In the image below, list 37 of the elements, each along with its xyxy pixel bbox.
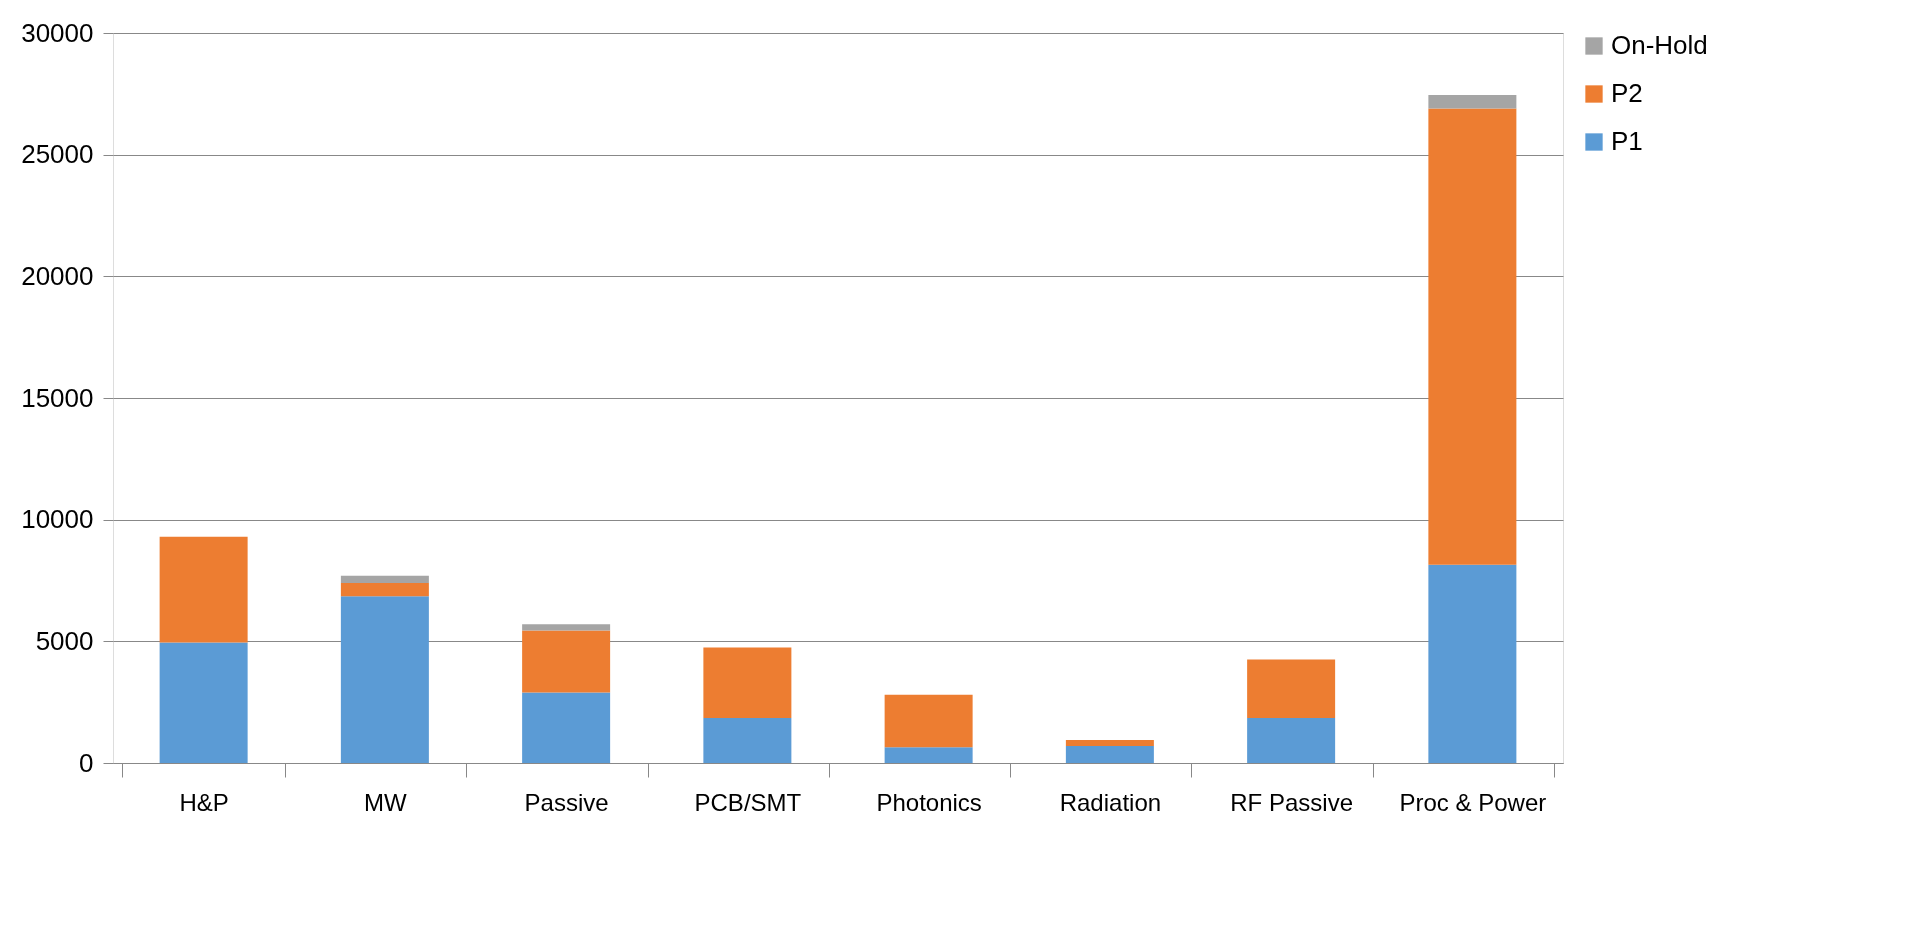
bar	[340, 582, 429, 597]
bar	[884, 747, 973, 763]
x-tick-label: Proc & Power	[1399, 788, 1547, 816]
bar	[522, 692, 611, 763]
x-tick-label: RF Passive	[1230, 788, 1353, 816]
bar	[1065, 745, 1154, 763]
x-tick-label: PCB/SMT	[694, 788, 802, 816]
y-tick-label: 0	[79, 747, 94, 778]
bar	[159, 642, 248, 763]
y-tick-label: 10000	[21, 504, 94, 535]
bar	[340, 596, 429, 763]
y-tick-label: 5000	[35, 625, 94, 656]
x-tick-label: H&P	[179, 788, 229, 816]
bar	[1065, 739, 1154, 746]
legend-label: P2	[1611, 78, 1643, 108]
y-tick-label: 25000	[21, 139, 94, 170]
x-tick-label: MW	[364, 788, 408, 816]
bar	[522, 630, 611, 693]
y-tick-label: 15000	[21, 382, 94, 413]
x-tick-label: Passive	[524, 788, 609, 816]
bar	[159, 536, 248, 643]
bar	[1428, 564, 1517, 763]
bar	[1247, 717, 1336, 763]
legend-label: P1	[1611, 126, 1643, 156]
bar	[703, 717, 792, 763]
legend-label: On-Hold	[1611, 30, 1708, 60]
x-tick-label: Radiation	[1059, 788, 1162, 816]
y-tick-label: 20000	[21, 260, 94, 291]
x-tick-label: Photonics	[876, 788, 982, 816]
bar	[1428, 95, 1517, 109]
bar	[884, 694, 973, 748]
y-tick-label: 30000	[21, 17, 94, 48]
bar	[1428, 108, 1517, 565]
bar	[703, 647, 792, 718]
bar	[1247, 659, 1336, 718]
bar	[340, 575, 429, 583]
bar	[522, 624, 611, 631]
